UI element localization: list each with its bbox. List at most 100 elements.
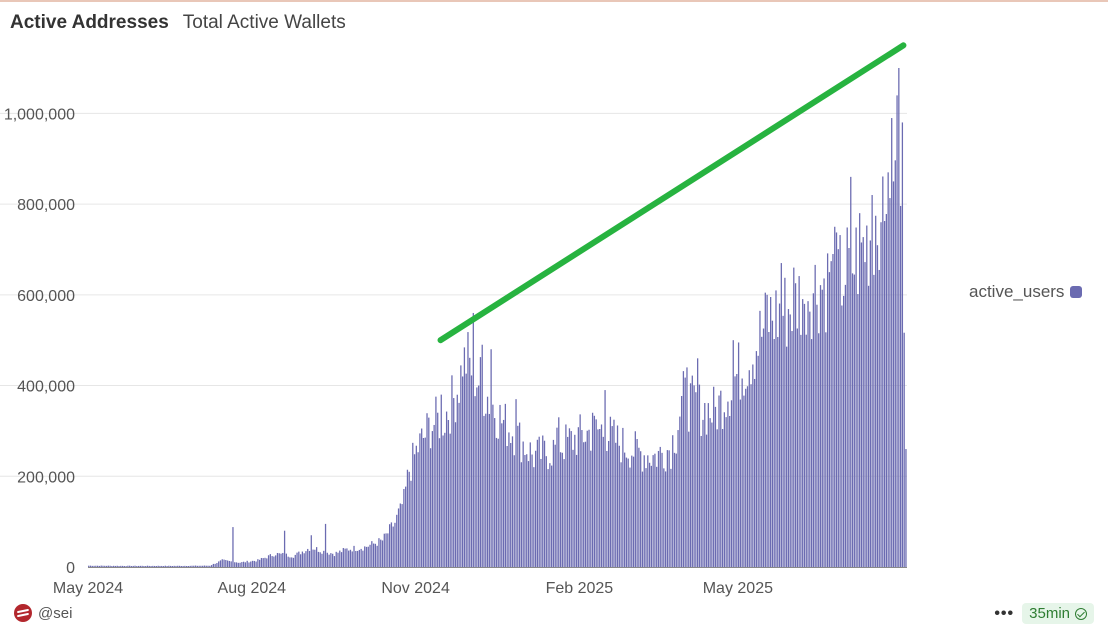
- bar[interactable]: [474, 396, 476, 567]
- bar[interactable]: [308, 550, 311, 567]
- bar[interactable]: [492, 404, 494, 567]
- bar[interactable]: [631, 455, 633, 567]
- bar[interactable]: [664, 471, 667, 567]
- bar[interactable]: [819, 285, 822, 567]
- bar[interactable]: [107, 565, 109, 567]
- bar[interactable]: [581, 430, 583, 567]
- bar[interactable]: [816, 304, 818, 567]
- bar[interactable]: [798, 276, 800, 567]
- bar[interactable]: [383, 533, 385, 567]
- bar[interactable]: [727, 401, 729, 567]
- bar[interactable]: [786, 346, 788, 567]
- bar[interactable]: [225, 560, 227, 567]
- bar[interactable]: [342, 548, 344, 567]
- bar[interactable]: [762, 328, 765, 567]
- bar[interactable]: [510, 443, 512, 567]
- bar[interactable]: [397, 508, 400, 567]
- bar[interactable]: [640, 451, 642, 567]
- bar[interactable]: [643, 455, 645, 567]
- bar[interactable]: [768, 332, 770, 567]
- bar[interactable]: [753, 378, 756, 567]
- bar[interactable]: [739, 399, 742, 567]
- bar[interactable]: [682, 371, 685, 567]
- bar[interactable]: [399, 503, 401, 567]
- bar[interactable]: [513, 455, 515, 567]
- bar[interactable]: [196, 565, 198, 567]
- bar[interactable]: [652, 455, 654, 567]
- bar[interactable]: [679, 416, 681, 567]
- bar[interactable]: [429, 448, 432, 567]
- bar[interactable]: [832, 254, 834, 567]
- bar[interactable]: [848, 248, 850, 567]
- bar[interactable]: [127, 565, 129, 567]
- bar[interactable]: [502, 419, 505, 567]
- bar[interactable]: [469, 357, 471, 567]
- bar[interactable]: [680, 396, 683, 567]
- bar[interactable]: [159, 565, 161, 567]
- bar[interactable]: [641, 471, 644, 567]
- bar[interactable]: [629, 467, 631, 567]
- bar[interactable]: [597, 429, 599, 567]
- bar[interactable]: [371, 541, 373, 567]
- bar[interactable]: [152, 565, 154, 567]
- bar[interactable]: [486, 396, 489, 567]
- bar[interactable]: [269, 554, 271, 567]
- bar[interactable]: [346, 548, 348, 567]
- bar[interactable]: [704, 403, 706, 567]
- bar[interactable]: [168, 565, 170, 567]
- bar[interactable]: [844, 284, 847, 567]
- bar[interactable]: [663, 468, 665, 567]
- bar[interactable]: [672, 435, 674, 567]
- bar[interactable]: [677, 430, 679, 567]
- bar[interactable]: [157, 565, 159, 567]
- bar[interactable]: [855, 227, 857, 567]
- bar[interactable]: [697, 358, 699, 567]
- bar[interactable]: [834, 226, 836, 567]
- bar[interactable]: [892, 181, 895, 567]
- bar[interactable]: [583, 442, 585, 567]
- bar[interactable]: [413, 454, 416, 567]
- bar[interactable]: [638, 447, 640, 567]
- bar[interactable]: [540, 458, 542, 567]
- bar[interactable]: [465, 373, 467, 567]
- bar[interactable]: [791, 331, 793, 567]
- bar[interactable]: [97, 565, 99, 567]
- bar[interactable]: [417, 452, 419, 567]
- bar[interactable]: [153, 565, 156, 567]
- bar[interactable]: [463, 347, 466, 567]
- bar[interactable]: [223, 559, 225, 567]
- bar[interactable]: [593, 415, 596, 567]
- bar[interactable]: [301, 551, 304, 567]
- bar[interactable]: [552, 439, 555, 567]
- bar[interactable]: [191, 565, 193, 567]
- bar[interactable]: [102, 565, 104, 567]
- bar[interactable]: [348, 550, 350, 567]
- bar[interactable]: [607, 440, 610, 567]
- bar[interactable]: [866, 225, 868, 567]
- footer-creator[interactable]: @sei: [14, 604, 72, 622]
- bar[interactable]: [497, 438, 499, 567]
- bar[interactable]: [155, 566, 158, 567]
- bar[interactable]: [843, 295, 845, 567]
- bar[interactable]: [777, 337, 779, 567]
- bar[interactable]: [812, 293, 815, 567]
- bar[interactable]: [104, 565, 106, 567]
- bar[interactable]: [324, 523, 327, 567]
- bar[interactable]: [255, 561, 257, 567]
- bar[interactable]: [438, 438, 441, 567]
- bar[interactable]: [522, 441, 524, 567]
- bar[interactable]: [130, 566, 133, 567]
- bar[interactable]: [803, 303, 806, 567]
- bar[interactable]: [517, 425, 519, 567]
- bar[interactable]: [670, 468, 672, 567]
- bar[interactable]: [376, 545, 378, 567]
- bar[interactable]: [461, 376, 464, 567]
- bar[interactable]: [148, 565, 150, 567]
- bar[interactable]: [531, 454, 533, 567]
- bar[interactable]: [405, 486, 407, 567]
- bar[interactable]: [761, 336, 763, 567]
- bar[interactable]: [869, 240, 871, 567]
- bar[interactable]: [745, 388, 747, 567]
- bar[interactable]: [207, 565, 209, 567]
- bar[interactable]: [689, 383, 692, 567]
